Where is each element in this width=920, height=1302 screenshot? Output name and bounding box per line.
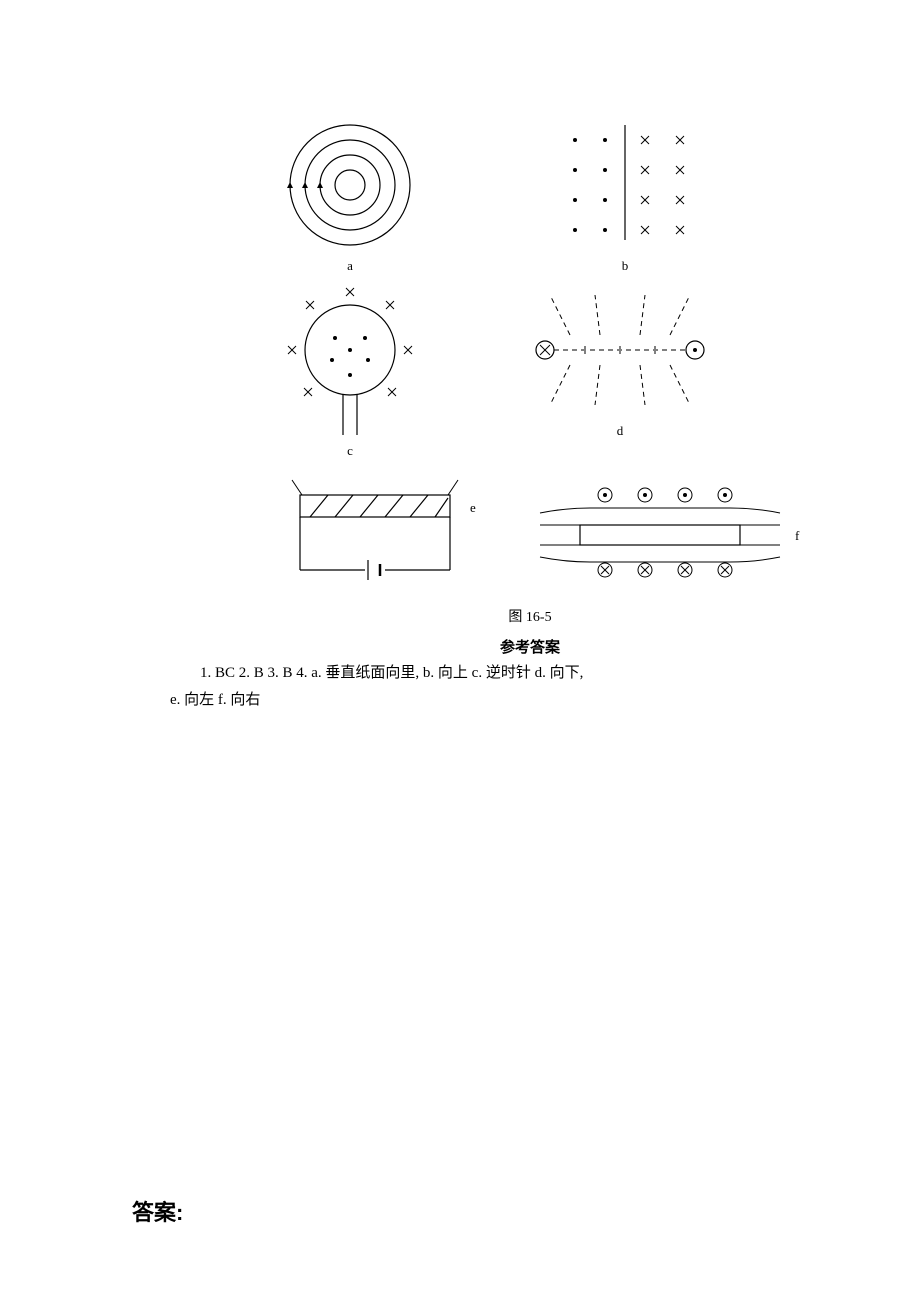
answer-line-2: e. 向左 f. 向右 [170, 687, 770, 714]
page: a [0, 0, 920, 1302]
physics-diagrams: a [250, 110, 810, 600]
label-d: d [617, 423, 624, 438]
label-a: a [347, 258, 353, 273]
figure-caption: 图 16-5 [250, 606, 810, 626]
label-e: e [470, 500, 476, 515]
diagram-e: e [292, 480, 476, 580]
label-b: b [622, 258, 629, 273]
answer-text-block: 1. BC 2. B 3. B 4. a. 垂直纸面向里, b. 向上 c. 逆… [170, 660, 770, 714]
diagram-d: d [536, 295, 704, 438]
bottom-answer-label: 答案: [132, 1195, 183, 1227]
diagram-a: a [287, 125, 410, 273]
answer-line-1: 1. BC 2. B 3. B 4. a. 垂直纸面向里, b. 向上 c. 逆… [170, 660, 770, 687]
diagram-c: c [288, 288, 412, 458]
figure-16-5: a [250, 110, 810, 657]
reference-answer-title: 参考答案 [250, 636, 810, 657]
label-c: c [347, 443, 353, 458]
diagram-b: b [573, 125, 684, 273]
diagram-f: f [540, 488, 800, 577]
label-f: f [795, 528, 800, 543]
